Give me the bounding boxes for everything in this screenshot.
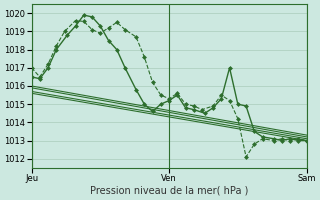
X-axis label: Pression niveau de la mer( hPa ): Pression niveau de la mer( hPa ) — [90, 186, 248, 196]
